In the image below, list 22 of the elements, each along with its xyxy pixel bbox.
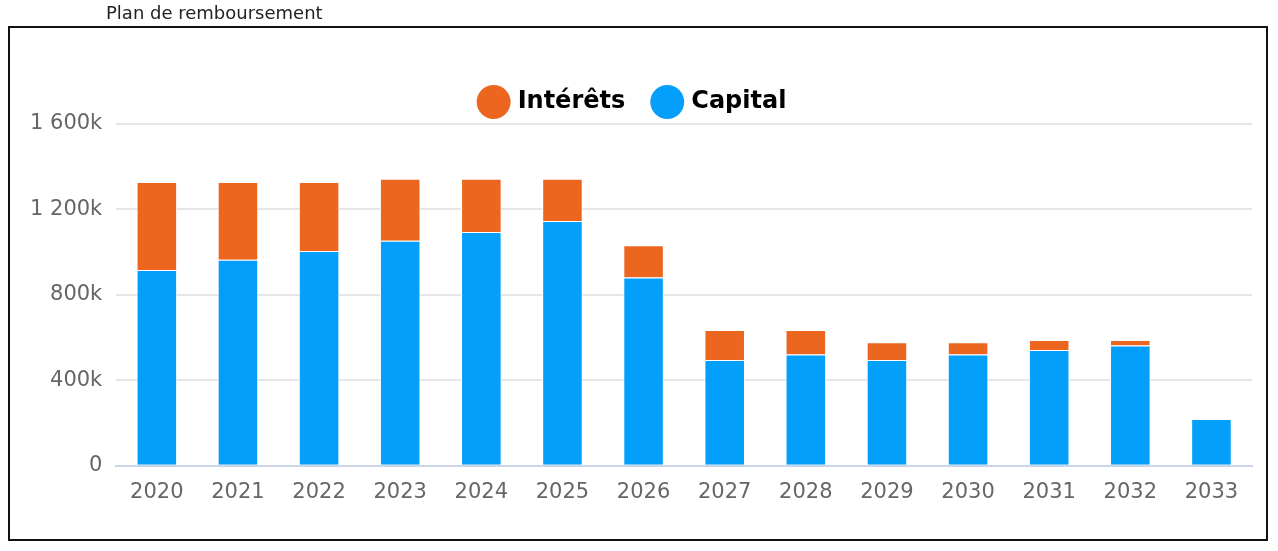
legend-label: Intérêts (517, 86, 626, 115)
x-tick-label: 2020 (130, 478, 184, 503)
x-tick-label: 2021 (211, 478, 265, 503)
x-tick-label: 2030 (941, 478, 995, 503)
y-tick-label: 1 200k (30, 195, 104, 220)
x-tick-label: 2029 (860, 478, 914, 503)
x-tick-label: 2023 (373, 478, 427, 503)
y-tick-label: 1 600k (30, 110, 104, 135)
y-tick-label: 800k (50, 281, 104, 306)
x-tick-label: 2027 (697, 478, 752, 503)
x-tick-label: 2026 (616, 478, 671, 503)
x-tick-label: 2032 (1103, 478, 1158, 503)
x-tick-label: 2025 (535, 478, 590, 503)
x-tick-label: 2024 (454, 478, 509, 503)
x-tick-label: 2033 (1184, 478, 1239, 503)
x-tick-label: 2022 (292, 478, 346, 503)
legend-label: Capital (691, 86, 787, 115)
y-tick-label: 400k (50, 366, 104, 391)
x-tick-label: 2028 (779, 478, 833, 503)
y-tick-label: 0 (88, 452, 103, 477)
chart-title: Plan de remboursement (106, 2, 323, 24)
x-tick-label: 2031 (1022, 478, 1076, 503)
